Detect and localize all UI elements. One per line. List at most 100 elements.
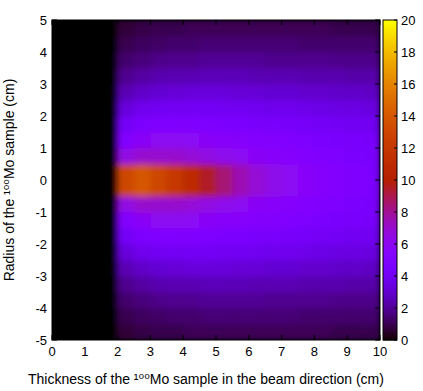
heatmap-cell <box>68 84 85 101</box>
heatmap-cell <box>68 36 85 53</box>
x-tick <box>52 335 53 340</box>
heatmap-cell <box>265 148 282 165</box>
heatmap-cell <box>118 324 135 340</box>
heatmap-cell <box>364 36 380 53</box>
heatmap-cell <box>282 52 299 69</box>
heatmap-cell <box>134 228 151 245</box>
heatmap-cell <box>331 68 348 85</box>
heatmap-cell <box>331 308 348 325</box>
heatmap-cell <box>298 324 315 340</box>
heatmap-cell <box>249 164 266 181</box>
heatmap-cell <box>298 228 315 245</box>
heatmap-cell <box>150 148 167 165</box>
y-tick <box>52 148 57 149</box>
x-tick <box>150 335 151 340</box>
heatmap-cell <box>232 292 249 309</box>
heatmap-cell <box>183 244 200 261</box>
heatmap-cell <box>265 164 282 181</box>
heatmap-cell <box>150 36 167 53</box>
heatmap-cell <box>298 196 315 213</box>
heatmap-cell <box>150 180 167 197</box>
heatmap-cell <box>347 324 364 340</box>
heatmap-cell <box>232 228 249 245</box>
heatmap-cell <box>364 196 380 213</box>
heatmap-cell <box>232 180 249 197</box>
heatmap-cell <box>52 148 69 165</box>
heatmap-cell <box>331 164 348 181</box>
heatmap-cell <box>314 148 331 165</box>
heatmap-cell <box>85 164 102 181</box>
heatmap-cell <box>101 276 118 293</box>
heatmap-cell <box>52 244 69 261</box>
x-tick-label: 2 <box>114 344 121 359</box>
chart: 012345678910-5-4-3-2-1012345024681012141… <box>0 0 423 391</box>
heatmap-cell <box>118 212 135 229</box>
heatmap-cell <box>249 228 266 245</box>
heatmap-cell <box>364 212 380 229</box>
y-tick <box>52 308 57 309</box>
heatmap-cell <box>331 20 348 37</box>
heatmap-cell <box>282 148 299 165</box>
y-tick <box>375 276 380 277</box>
x-tick <box>117 335 118 340</box>
heatmap-cell <box>167 68 184 85</box>
heatmap-cell <box>298 180 315 197</box>
heatmap-cell <box>249 52 266 69</box>
heatmap-cell <box>167 308 184 325</box>
heatmap-cell <box>314 196 331 213</box>
heatmap-cell <box>249 20 266 37</box>
colorbar-tick <box>394 340 397 341</box>
heatmap-cell <box>183 36 200 53</box>
heatmap-cell <box>331 324 348 340</box>
heatmap-cell <box>364 148 380 165</box>
y-tick-label: 4 <box>40 45 47 60</box>
colorbar-tick-label: 20 <box>401 13 415 28</box>
colorbar-tick <box>394 116 397 117</box>
heatmap-cell <box>364 100 380 117</box>
heatmap-cell <box>200 260 217 277</box>
colorbar-tick-label: 12 <box>401 141 415 156</box>
y-tick <box>375 308 380 309</box>
heatmap-cell <box>183 324 200 340</box>
heatmap-cell <box>232 20 249 37</box>
heatmap-cell <box>52 276 69 293</box>
heatmap-cell <box>183 68 200 85</box>
x-tick <box>183 20 184 25</box>
heatmap-cell <box>298 68 315 85</box>
heatmap-cell <box>314 276 331 293</box>
x-tick <box>117 20 118 25</box>
heatmap-cell <box>85 276 102 293</box>
y-tick <box>52 244 57 245</box>
heatmap-cell <box>150 196 167 213</box>
heatmap-cell <box>216 52 233 69</box>
heatmap-cell <box>118 276 135 293</box>
heatmap-cell <box>232 84 249 101</box>
x-tick-label: 10 <box>373 344 387 359</box>
heatmap-cell <box>101 84 118 101</box>
heatmap-cell <box>150 52 167 69</box>
y-tick <box>52 52 57 53</box>
heatmap-cell <box>85 324 102 340</box>
heatmap-cell <box>265 324 282 340</box>
heatmap-cell <box>232 260 249 277</box>
heatmap-cell <box>298 292 315 309</box>
heatmap-cell <box>314 244 331 261</box>
heatmap-cell <box>167 244 184 261</box>
heatmap-cell <box>52 84 69 101</box>
y-tick-label: -5 <box>35 333 47 348</box>
y-tick <box>52 212 57 213</box>
heatmap-cell <box>364 276 380 293</box>
heatmap-cell <box>282 84 299 101</box>
heatmap-cell <box>101 68 118 85</box>
heatmap-cell <box>183 52 200 69</box>
heatmap-cell <box>314 228 331 245</box>
heatmap-cell <box>68 212 85 229</box>
heatmap-cell <box>232 100 249 117</box>
heatmap-cell <box>265 68 282 85</box>
heatmap-cell <box>200 36 217 53</box>
heatmap-cell <box>68 20 85 37</box>
heatmap-cell <box>232 36 249 53</box>
heatmap-cell <box>85 228 102 245</box>
y-tick <box>52 276 57 277</box>
heatmap-cell <box>200 276 217 293</box>
